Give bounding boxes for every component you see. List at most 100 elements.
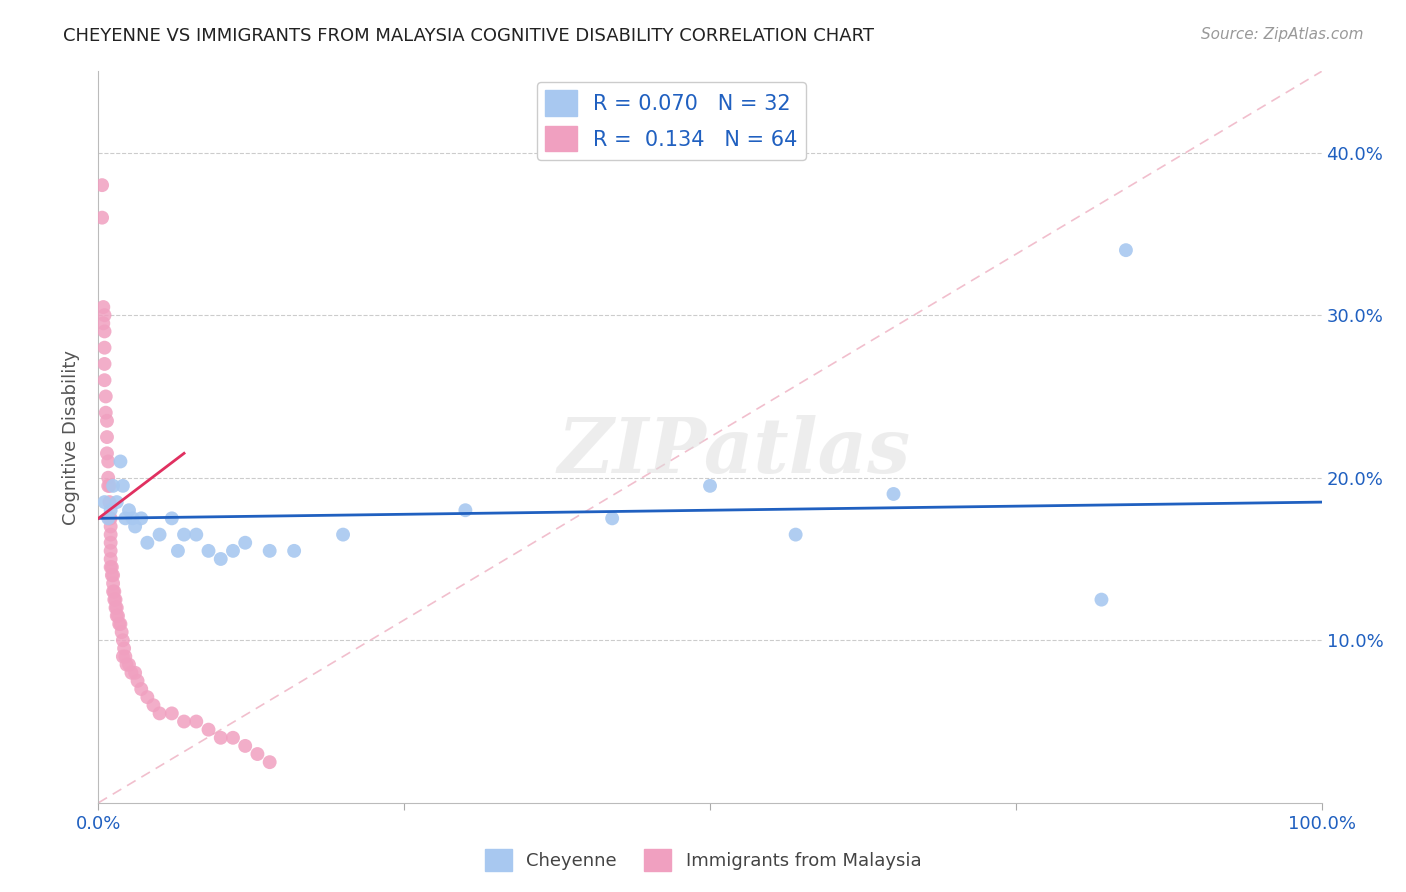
Point (118, 503, 141, 517)
Point (100, 552, 122, 566)
Point (100, 535, 122, 549)
Point (110, 617, 132, 632)
Point (186, 714, 208, 729)
Point (600, 511, 623, 525)
Point (699, 479, 721, 493)
Point (785, 527, 807, 541)
Point (110, 454, 132, 468)
Legend: R = 0.070   N = 32, R =  0.134   N = 64: R = 0.070 N = 32, R = 0.134 N = 64 (537, 82, 806, 160)
Point (167, 544, 190, 558)
Point (129, 511, 152, 525)
Point (101, 560, 124, 574)
Point (93, 341, 115, 355)
Point (136, 690, 159, 705)
Point (103, 592, 125, 607)
Point (160, 706, 183, 721)
Point (222, 544, 245, 558)
Text: CHEYENNE VS IMMIGRANTS FROM MALAYSIA COGNITIVE DISABILITY CORRELATION CHART: CHEYENNE VS IMMIGRANTS FROM MALAYSIA COG… (63, 27, 875, 45)
Point (111, 633, 134, 648)
Point (91, 178, 114, 193)
Point (173, 527, 195, 541)
Point (101, 479, 124, 493)
Point (149, 527, 172, 541)
Point (101, 584, 124, 599)
Point (98, 479, 121, 493)
Point (101, 568, 124, 582)
Point (121, 511, 143, 525)
Point (101, 568, 124, 582)
Point (91, 316, 114, 330)
Point (100, 560, 122, 574)
Point (96, 414, 118, 428)
Point (136, 535, 159, 549)
Text: Source: ZipAtlas.com: Source: ZipAtlas.com (1201, 27, 1364, 42)
Point (107, 608, 129, 623)
Point (100, 544, 122, 558)
Point (93, 308, 115, 322)
Point (124, 519, 146, 533)
Point (98, 495, 121, 509)
Point (108, 617, 131, 632)
Point (100, 527, 122, 541)
Point (222, 731, 245, 745)
Point (97, 479, 120, 493)
Point (149, 706, 172, 721)
Point (118, 657, 141, 672)
Point (883, 487, 905, 501)
Point (105, 495, 128, 509)
Point (233, 535, 256, 549)
Point (94, 389, 117, 403)
Point (100, 503, 122, 517)
Point (120, 665, 142, 680)
Point (129, 681, 152, 696)
Point (93, 495, 115, 509)
Point (112, 641, 135, 656)
Point (197, 723, 219, 737)
Y-axis label: Cognitive Disability: Cognitive Disability (62, 350, 80, 524)
Point (209, 731, 232, 745)
Point (115, 657, 138, 672)
Point (104, 600, 127, 615)
Point (1090, 592, 1112, 607)
Text: ZIPatlas: ZIPatlas (558, 415, 911, 489)
Point (246, 747, 269, 761)
Point (105, 600, 128, 615)
Point (259, 755, 281, 769)
Point (111, 625, 134, 640)
Point (197, 544, 219, 558)
Point (93, 357, 115, 371)
Legend: Cheyenne, Immigrants from Malaysia: Cheyenne, Immigrants from Malaysia (478, 842, 928, 879)
Point (103, 584, 125, 599)
Point (105, 608, 128, 623)
Point (209, 552, 232, 566)
Point (111, 649, 134, 664)
Point (332, 527, 354, 541)
Point (94, 406, 117, 420)
Point (96, 430, 118, 444)
Point (100, 519, 122, 533)
Point (142, 698, 165, 713)
Point (111, 479, 134, 493)
Point (127, 673, 149, 688)
Point (91, 211, 114, 225)
Point (93, 373, 115, 387)
Point (283, 544, 305, 558)
Point (186, 527, 208, 541)
Point (1115, 243, 1137, 257)
Point (160, 511, 183, 525)
Point (104, 592, 127, 607)
Point (97, 454, 120, 468)
Point (98, 511, 121, 525)
Point (124, 665, 146, 680)
Point (114, 649, 136, 664)
Point (173, 714, 195, 729)
Point (91, 300, 114, 314)
Point (97, 471, 120, 485)
Point (114, 511, 136, 525)
Point (97, 511, 120, 525)
Point (454, 503, 477, 517)
Point (96, 446, 118, 460)
Point (93, 325, 115, 339)
Point (233, 739, 256, 753)
Point (101, 576, 124, 591)
